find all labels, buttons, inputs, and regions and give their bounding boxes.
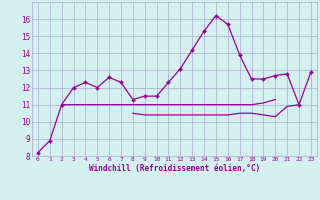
X-axis label: Windchill (Refroidissement éolien,°C): Windchill (Refroidissement éolien,°C) bbox=[89, 164, 260, 173]
